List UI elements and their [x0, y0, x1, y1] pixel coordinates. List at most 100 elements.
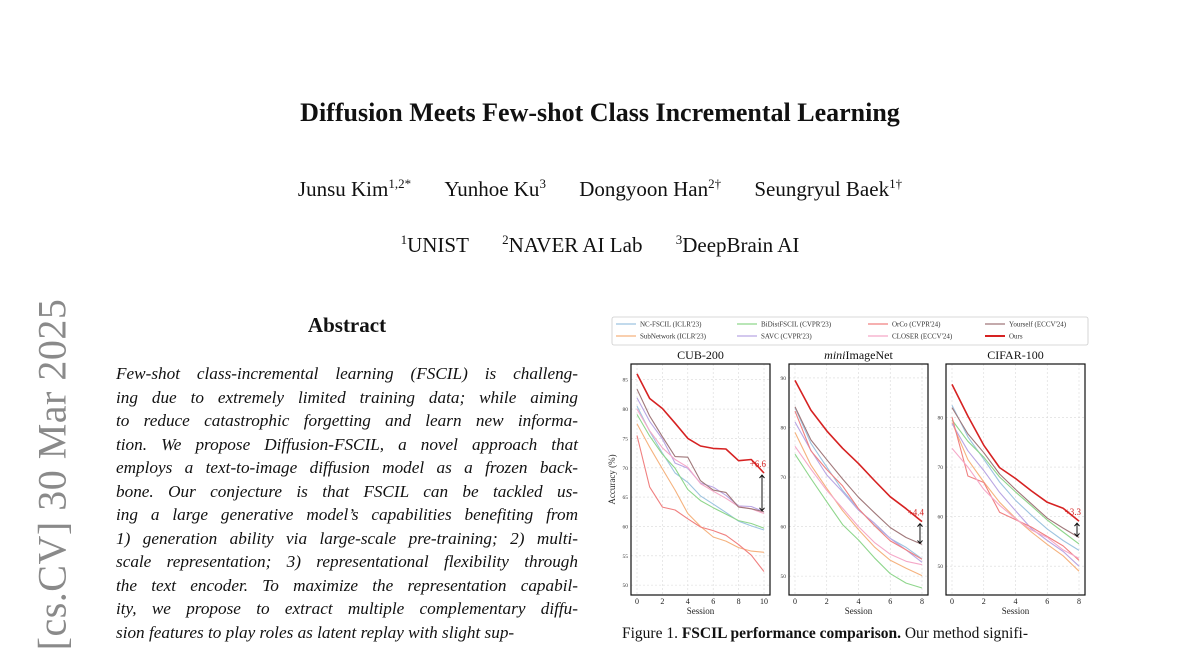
x-axis-label: Session [687, 606, 715, 616]
plot-frame [630, 363, 771, 596]
series-line [636, 405, 765, 531]
y-tick-label: 80 [781, 425, 787, 431]
y-tick-label: 60 [781, 525, 787, 531]
x-tick-label: 4 [686, 597, 690, 606]
y-tick-label: 70 [938, 465, 944, 471]
legend-label: Yourself (ECCV'24) [1009, 321, 1067, 329]
arxiv-stamp-text: [cs.CV] 30 Mar 2025 [29, 298, 75, 650]
x-tick-label: 10 [760, 597, 768, 606]
gap-annotation: +4.4 [908, 508, 925, 518]
affiliation-sup: 2 [502, 232, 509, 247]
y-tick-label: 80 [623, 407, 629, 413]
abstract-line: 1) generation ability via large-scale pr… [116, 528, 578, 548]
y-tick-label: 60 [938, 515, 944, 521]
x-tick-label: 0 [635, 597, 639, 606]
chart-title: miniImageNet [824, 348, 893, 362]
affiliation-name: DeepBrain AI [682, 233, 800, 257]
arxiv-stamp: [cs.CV] 30 Mar 2025 [28, 298, 76, 650]
series-line [794, 421, 923, 563]
y-tick-label: 90 [781, 376, 787, 382]
y-tick-label: 70 [781, 475, 787, 481]
gap-annotation: +6.6 [750, 459, 767, 469]
affiliation: 1UNIST [401, 232, 469, 258]
gap-arrow-head-top [917, 522, 923, 527]
figure-1-charts: NC-FSCIL (ICLR'23) BiDistFSCIL (CVPR'23) O… [607, 316, 1089, 616]
abstract-body: Few-shot class-incremental learning (FSC… [116, 362, 578, 644]
gap-arrow-head-top [1074, 522, 1080, 527]
abstract-line: bone. Our conjecture is that FSCIL can b… [116, 481, 578, 501]
plot-frame [945, 363, 1086, 596]
legend-box [611, 316, 1089, 346]
series-line [636, 388, 765, 513]
series-line [951, 404, 1080, 551]
series-line [794, 380, 923, 523]
abstract-line: to reduce catastrophic forgetting and le… [116, 411, 578, 430]
y-tick-label: 80 [938, 416, 944, 422]
y-tick-label: 70 [623, 466, 629, 472]
caption-prefix: Figure 1. [622, 625, 678, 642]
series-line [794, 432, 923, 577]
y-axis-label: Accuracy (%) [607, 454, 617, 504]
x-tick-label: 8 [737, 597, 741, 606]
author-sup: 2† [708, 176, 722, 191]
author: Seungryul Baek1† [754, 176, 902, 202]
legend-label: OrCo (CVPR'24) [892, 321, 941, 329]
abstract-line: the text encoder. To maximize the repres… [116, 575, 578, 595]
gap-arrow-head-bottom [917, 540, 923, 545]
gap-arrow-head-bottom [1074, 533, 1080, 538]
x-tick-label: 2 [660, 597, 664, 606]
abstract-line: sion features to play roles as latent re… [116, 622, 515, 642]
series-line [951, 419, 1080, 545]
y-tick-label: 60 [623, 524, 629, 530]
abstract-line: tion. We propose Diffusion-FSCIL, a nove… [116, 434, 578, 454]
y-tick-label: 75 [623, 436, 629, 442]
author: Dongyoon Han2† [579, 176, 721, 202]
author-sup: 1† [889, 176, 903, 191]
x-axis-label: Session [845, 606, 873, 616]
x-tick-label: 6 [888, 597, 892, 606]
caption-bold: FSCIL performance comparison. [681, 625, 901, 642]
affiliation: 3DeepBrain AI [676, 232, 800, 258]
y-tick-label: 50 [781, 574, 787, 580]
figure-1: NC-FSCIL (ICLR'23) BiDistFSCIL (CVPR'23) O… [606, 312, 1092, 624]
author-name: Junsu Kim [297, 177, 389, 201]
series-line [636, 414, 765, 529]
x-tick-label: 4 [1014, 597, 1018, 606]
affiliation-list: 1UNIST 2NAVER AI Lab 3DeepBrain AI [0, 232, 1200, 258]
paper-title: Diffusion Meets Few-shot Class Increment… [300, 98, 900, 127]
abstract-line: employs a text-to-image diffusion model … [116, 458, 578, 477]
x-tick-label: 2 [982, 597, 986, 606]
gap-annotation: +3.3 [1065, 507, 1082, 517]
x-tick-label: 0 [793, 597, 797, 606]
y-tick-label: 50 [938, 564, 944, 570]
series-line [636, 397, 765, 513]
series-line [951, 407, 1080, 538]
author-name: Dongyoon Han [579, 177, 709, 201]
y-tick-label: 50 [623, 583, 629, 589]
author: Yunhoe Ku3 [444, 176, 546, 202]
chart-title: CIFAR-100 [987, 348, 1043, 362]
x-tick-label: 8 [920, 597, 924, 606]
series-line [951, 384, 1080, 522]
abstract-line: ing due to extremely limited training da… [116, 387, 578, 407]
series-line [951, 423, 1080, 567]
author-name: Yunhoe Ku [444, 177, 540, 201]
legend-label: SubNetwork (ICLR'23) [640, 333, 707, 341]
author-list: Junsu Kim1,2* Yunhoe Ku3 Dongyoon Han2† … [0, 176, 1200, 202]
y-tick-label: 65 [623, 495, 629, 501]
series-line [636, 373, 765, 474]
series-line [951, 447, 1080, 559]
series-line [636, 435, 765, 572]
series-line [794, 453, 923, 589]
gap-arrow-head-bottom [759, 507, 765, 512]
series-line [951, 416, 1080, 561]
chart-title: CUB-200 [677, 348, 724, 362]
abstract-heading: Abstract [307, 313, 387, 337]
x-tick-label: 2 [825, 597, 829, 606]
author: Junsu Kim1,2* [298, 176, 411, 202]
legend-label: SAVC (CVPR'23) [761, 333, 812, 341]
affiliation-sup: 3 [675, 232, 683, 247]
legend-label: BiDistFSCIL (CVPR'23) [761, 321, 832, 329]
abstract-line: scale representation; 3) representationa… [116, 552, 578, 571]
plot-frame [788, 363, 929, 596]
